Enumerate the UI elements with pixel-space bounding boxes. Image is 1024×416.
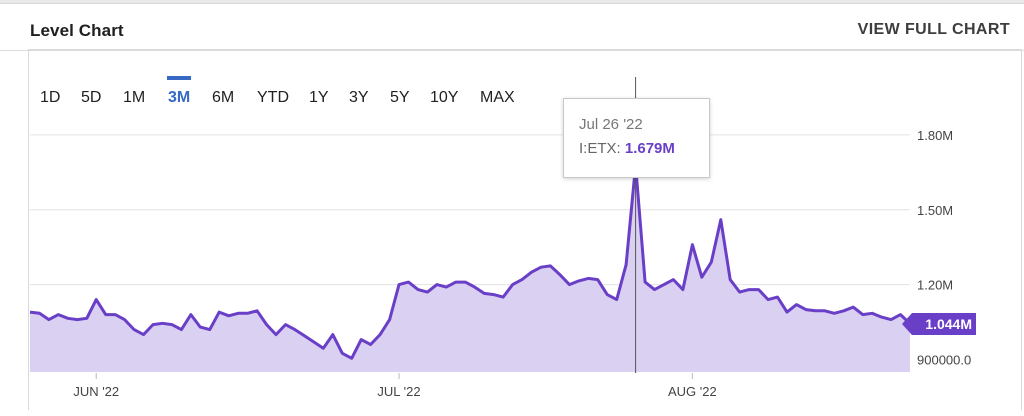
x-tick-label: JUL '22 [377,384,420,399]
series-line [29,163,912,360]
tooltip: Jul 26 '22 I:ETX: 1.679M [563,98,710,178]
range-tab-6m[interactable]: 6M [212,89,235,106]
tooltip-value-line: I:ETX: 1.679M [579,140,675,157]
last-value-badge: 1.044M [902,312,976,335]
range-tab-5d[interactable]: 5D [81,89,102,106]
y-tick-label: 1.80M [917,128,953,143]
y-tick-label: 900000.0 [917,353,971,368]
tooltip-value: 1.679M [624,140,675,157]
card-title: Level Chart [30,21,124,40]
range-tab-1d[interactable]: 1D [40,89,61,106]
range-tab-3y[interactable]: 3Y [349,89,369,106]
range-tab-10y[interactable]: 10Y [430,89,459,106]
range-tab-5y[interactable]: 5Y [390,89,410,106]
chart-frame [28,49,1022,410]
x-tick-label: AUG '22 [668,384,717,399]
x-axis-ticks: JUN '22 JUL '22 AUG '22 [73,373,717,399]
range-tab-ytd[interactable]: YTD [257,89,289,106]
y-tick-label: 1.50M [917,203,953,218]
area-fill [30,165,910,372]
active-tab-marker [167,76,191,80]
range-tab-3m[interactable]: 3M [168,89,191,106]
view-full-chart-link[interactable]: VIEW FULL CHART [857,21,1010,38]
y-axis-ticks: 1.80M 1.50M 1.20M 900000.0 [917,128,971,368]
tooltip-series-label: I:ETX: [579,140,621,157]
range-tab-1y[interactable]: 1Y [309,89,329,106]
tooltip-date: Jul 26 '22 [579,116,643,133]
header-divider [0,50,1024,51]
y-tick-label: 1.20M [917,278,953,293]
range-tab-1m[interactable]: 1M [123,89,146,106]
x-tick-label: JUN '22 [73,384,119,399]
range-tab-max[interactable]: MAX [480,89,515,106]
